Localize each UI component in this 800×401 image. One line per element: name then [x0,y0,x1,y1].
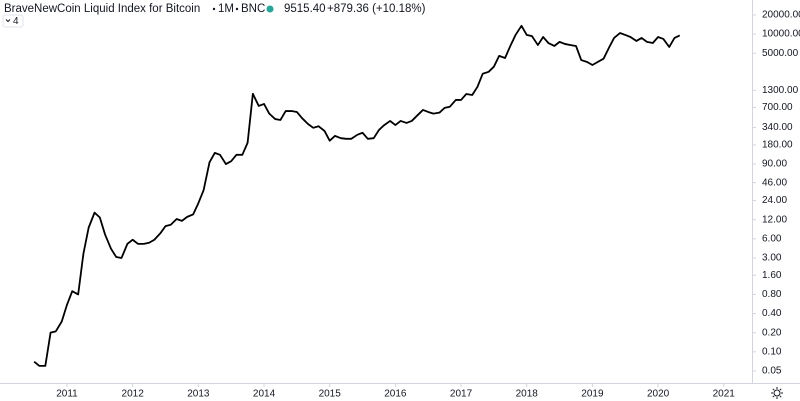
y-tick-label: 3.00 [762,253,782,264]
x-tick-label: 2012 [122,389,145,400]
settings-icon[interactable] [771,387,783,399]
y-tick-label: 20000.00 [762,10,800,21]
y-tick-label: 1.60 [762,270,782,281]
chevron [5,19,11,23]
x-tick-label: 2011 [56,389,78,400]
interval[interactable]: 1M [218,3,234,15]
y-tick-label: 24.00 [762,195,787,206]
y-tick-label: 0.10 [762,346,782,357]
y-tick-label: 180.00 [762,140,793,151]
x-tick-label: 2014 [253,389,276,400]
price-change: +879.36 (+10.18%) [327,3,426,15]
indicator-count: 4 [13,16,19,27]
x-tick-label: 2019 [581,389,604,400]
x-tick-label: 2021 [713,389,736,400]
y-tick-label: 6.00 [762,233,782,244]
y-tick-label: 0.80 [762,289,782,300]
last-price: 9515.40 [284,3,326,15]
price-line [33,24,681,367]
y-tick-label: 700.00 [762,102,793,113]
x-tick-label: 2017 [450,389,473,400]
x-tick-label: 2015 [319,389,342,400]
x-tick-label: 2020 [647,389,670,400]
y-tick-label: 46.00 [762,177,787,188]
separator [212,7,216,11]
symbol-title[interactable]: BraveNewCoin Liquid Index for Bitcoin [4,3,200,15]
y-tick-label: 0.20 [762,327,782,338]
y-tick-label: 90.00 [762,159,787,170]
x-tick-label: 2016 [384,389,407,400]
y-tick-label: 12.00 [762,214,787,225]
exchange: BNC [241,3,265,15]
y-tick-label: 0.40 [762,308,782,319]
y-tick-label: 10000.00 [762,29,800,40]
market-status-dot [266,5,274,13]
x-tick-label: 2013 [187,389,210,400]
indicator-toggle[interactable] [2,14,24,28]
y-tick-label: 1300.00 [762,85,799,96]
separator [235,7,239,11]
y-tick-label: 340.00 [762,122,793,133]
x-tick-label: 2018 [516,389,539,400]
y-tick-label: 0.05 [762,366,782,377]
y-tick-label: 5000.00 [762,48,799,59]
